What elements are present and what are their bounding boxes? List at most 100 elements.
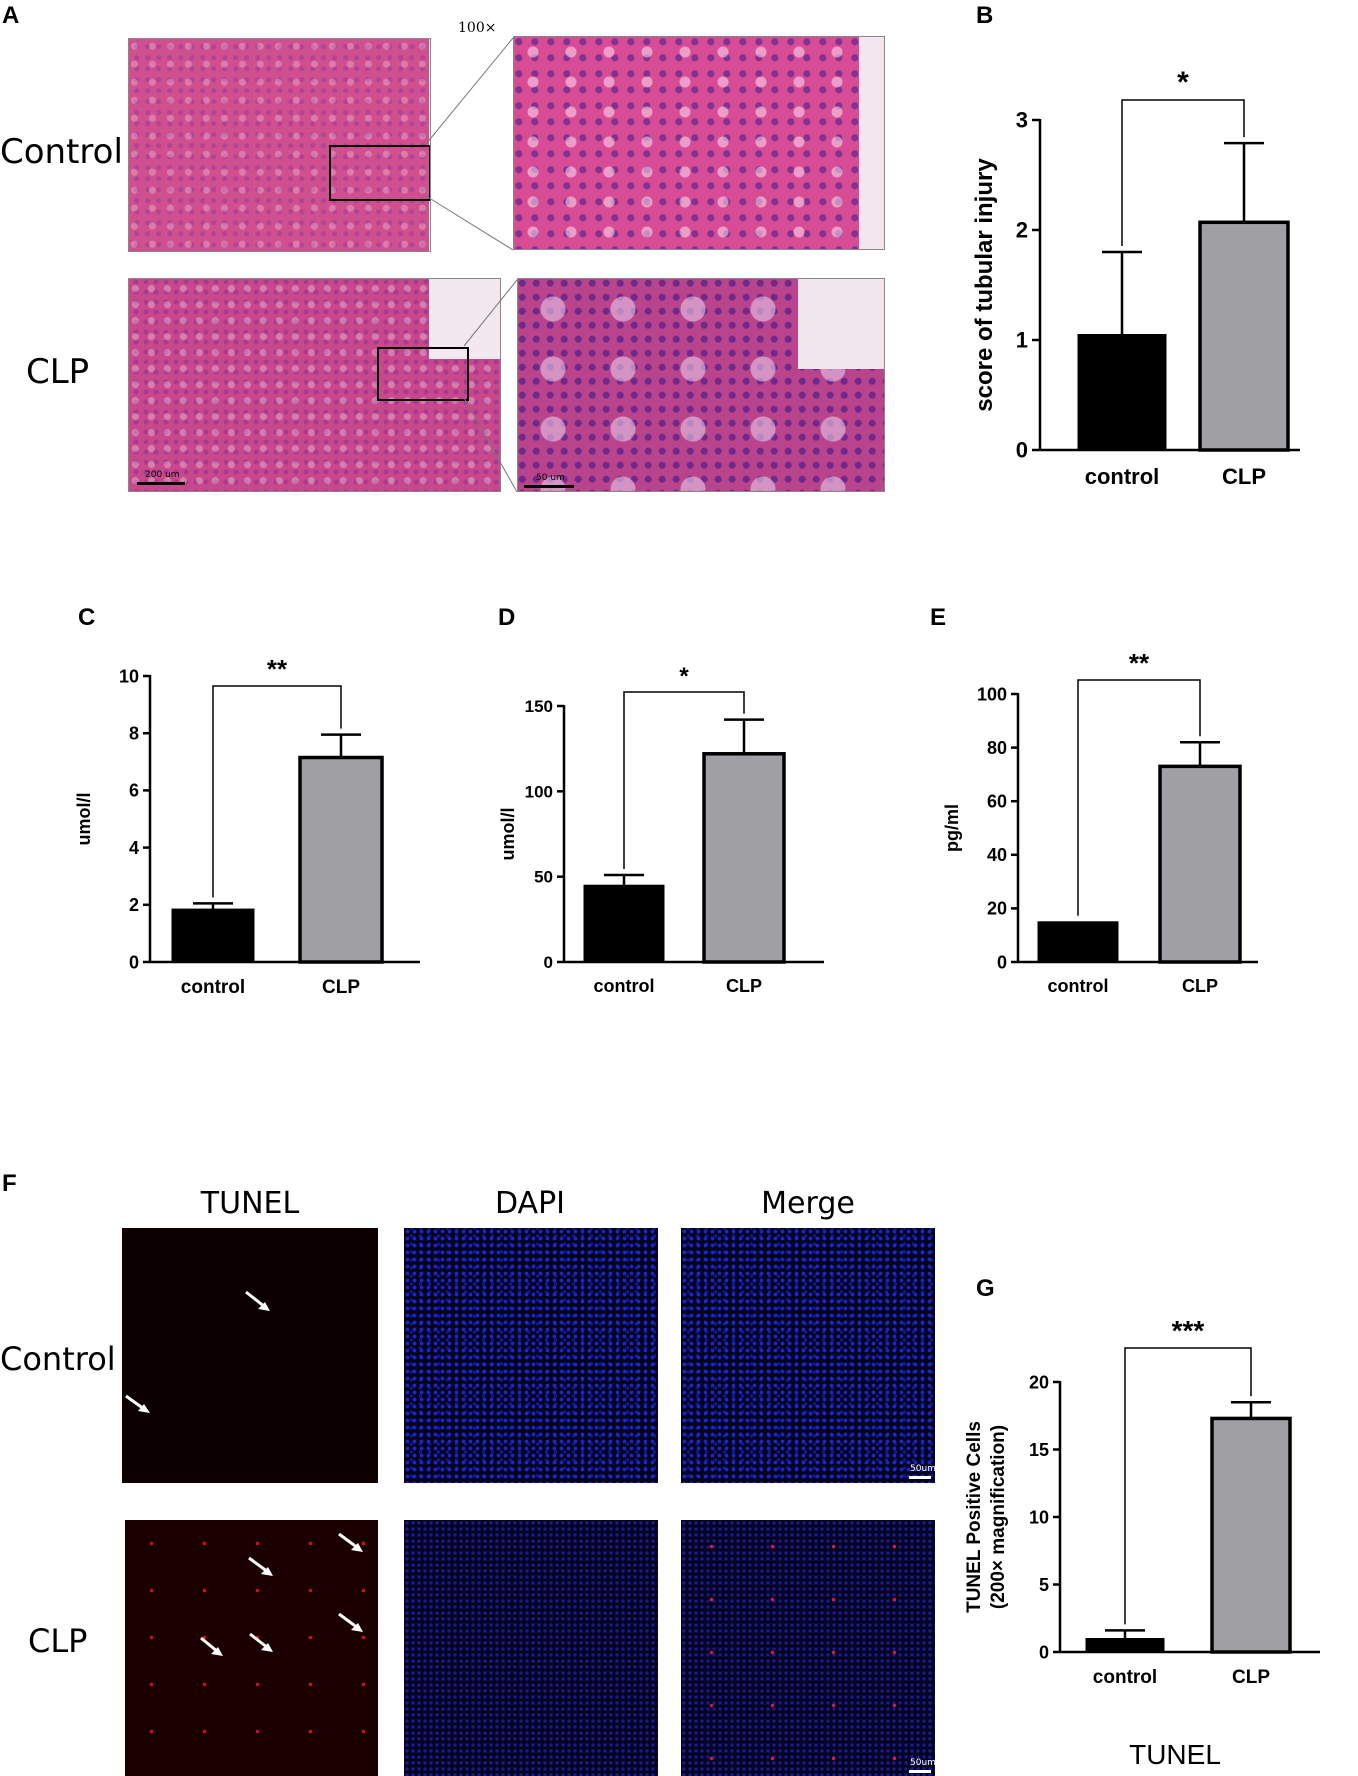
significance-marker: * xyxy=(1177,66,1189,99)
tunel-control-image xyxy=(122,1228,378,1483)
x-tick-label: CLP xyxy=(322,977,360,998)
dapi-clp-image xyxy=(404,1520,658,1776)
y-axis-label: umol/l xyxy=(498,808,518,861)
significance-bracket xyxy=(1124,1347,1252,1625)
scale-bar-label: 50um xyxy=(910,1464,935,1474)
he-control-zoom xyxy=(513,36,885,250)
y-tick-label: 2 xyxy=(1016,218,1028,243)
he-control-overview xyxy=(128,38,431,252)
scale-bar xyxy=(524,485,574,488)
y-tick-label: 0 xyxy=(997,952,1007,972)
y-tick-label: 5 xyxy=(1039,1575,1049,1595)
y-tick-label: 4 xyxy=(129,838,139,858)
dapi-control-image xyxy=(404,1228,658,1483)
panel-letter-a: A xyxy=(2,2,20,29)
he-clp-zoom: 50 um xyxy=(517,278,885,492)
y-tick-label: 0 xyxy=(129,952,139,972)
bar-control xyxy=(583,884,665,963)
panel-a-row-label-clp: CLP xyxy=(26,352,90,392)
bar-control xyxy=(1077,334,1167,451)
y-tick-label: 40 xyxy=(987,845,1007,865)
y-tick-label: 20 xyxy=(987,899,1007,919)
scale-bar xyxy=(909,1770,931,1773)
x-tick-label: control xyxy=(1085,464,1160,489)
y-tick-label: 10 xyxy=(119,666,139,686)
bar-clp xyxy=(298,755,384,964)
x-tick-label: CLP xyxy=(726,976,762,996)
y-axis-label: umol/l xyxy=(74,793,94,846)
zoom-connector-lines xyxy=(425,37,518,493)
y-tick-label: 0 xyxy=(1039,1642,1049,1662)
y-tick-label: 1 xyxy=(1016,328,1028,353)
scale-bar-label: 50um xyxy=(910,1758,935,1768)
chart-g: 0 5 10 15 20 TUNEL Positive Cells (200× magnif… xyxy=(964,1315,1320,1770)
bar-control xyxy=(1037,921,1119,963)
panel-letter-b: B xyxy=(976,2,994,29)
bar-clp xyxy=(1210,1416,1292,1654)
merge-control-image: 50um xyxy=(681,1228,935,1483)
panel-letter-g: G xyxy=(976,1275,995,1302)
bar-control xyxy=(1085,1638,1165,1653)
significance-bracket xyxy=(1121,99,1245,246)
panel-letter-c: C xyxy=(78,604,96,631)
scale-bar-label: 50 um xyxy=(536,473,565,483)
significance-marker: * xyxy=(679,663,689,690)
plot-area: 0 20 40 60 80 100 pg/ml control CLP ** xyxy=(942,648,1258,996)
panel-f-row-label-control: Control xyxy=(0,1340,116,1378)
y-axis-label: pg/ml xyxy=(942,804,962,852)
tunel-clp-image xyxy=(125,1520,378,1776)
zoom-box xyxy=(329,145,430,201)
y-tick-label: 80 xyxy=(987,738,1007,758)
plot-area: 0 50 100 150 umol/l control CLP * xyxy=(498,663,824,996)
significance-bracket xyxy=(1077,679,1201,916)
significance-bracket xyxy=(623,691,745,869)
panel-a-row-label-control: Control xyxy=(0,132,123,172)
x-tick-label: control xyxy=(1093,1667,1157,1688)
x-tick-label: CLP xyxy=(1182,976,1218,996)
plot-area: 0 2 4 6 8 10 umol/l control CLP ** xyxy=(74,654,420,998)
y-axis-label: TUNEL Positive Cells xyxy=(964,1421,985,1613)
y-tick-label: 8 xyxy=(129,724,139,744)
bar-clp xyxy=(702,752,786,964)
scale-bar xyxy=(137,482,185,485)
y-tick-label: 0 xyxy=(544,953,553,972)
panel-letter-e: E xyxy=(930,604,947,631)
panel-letter-d: D xyxy=(498,604,516,631)
panel-letter-f: F xyxy=(2,1170,17,1197)
y-tick-label: 20 xyxy=(1029,1372,1049,1392)
chart-b: 0 1 2 3 score of tubular injury control CLP * xyxy=(971,66,1300,489)
significance-marker: ** xyxy=(267,654,288,684)
x-tick-label: control xyxy=(1048,976,1109,996)
scale-bar xyxy=(909,1476,931,1479)
arrow-icon xyxy=(125,1290,270,1413)
y-axis-label: score of tubular injury xyxy=(971,158,998,412)
x-tick-label: control xyxy=(181,977,245,998)
y-axis-label: (200× magnification) xyxy=(988,1425,1009,1609)
y-tick-label: 15 xyxy=(1029,1440,1049,1460)
arrow-icon xyxy=(200,1532,363,1656)
significance-bracket xyxy=(212,685,342,898)
panel-f-col-label-dapi: DAPI xyxy=(494,1186,566,1221)
chart-caption: TUNEL xyxy=(1129,1739,1221,1770)
x-tick-label: CLP xyxy=(1222,464,1266,489)
significance-marker: *** xyxy=(1172,1315,1205,1346)
y-tick-label: 100 xyxy=(525,782,553,801)
x-tick-label: CLP xyxy=(1232,1667,1270,1688)
y-tick-label: 10 xyxy=(1029,1507,1049,1527)
y-tick-label: 100 xyxy=(977,684,1007,704)
y-tick-label: 60 xyxy=(987,792,1007,812)
panel-f-col-label-merge: Merge xyxy=(761,1186,855,1221)
panel-f-col-label-tunel: TUNEL xyxy=(200,1186,300,1221)
bar-control xyxy=(171,908,255,963)
magnification-label: 100× xyxy=(458,20,497,36)
scale-bar-label: 200 um xyxy=(145,470,180,480)
y-tick-label: 2 xyxy=(129,895,139,915)
bar-clp xyxy=(1198,220,1290,452)
zoom-box xyxy=(377,347,469,401)
y-tick-label: 150 xyxy=(525,697,553,716)
merge-clp-image: 50um xyxy=(681,1520,935,1776)
plot-area: 0 1 2 3 score of tubular injury control CLP * xyxy=(971,66,1300,489)
